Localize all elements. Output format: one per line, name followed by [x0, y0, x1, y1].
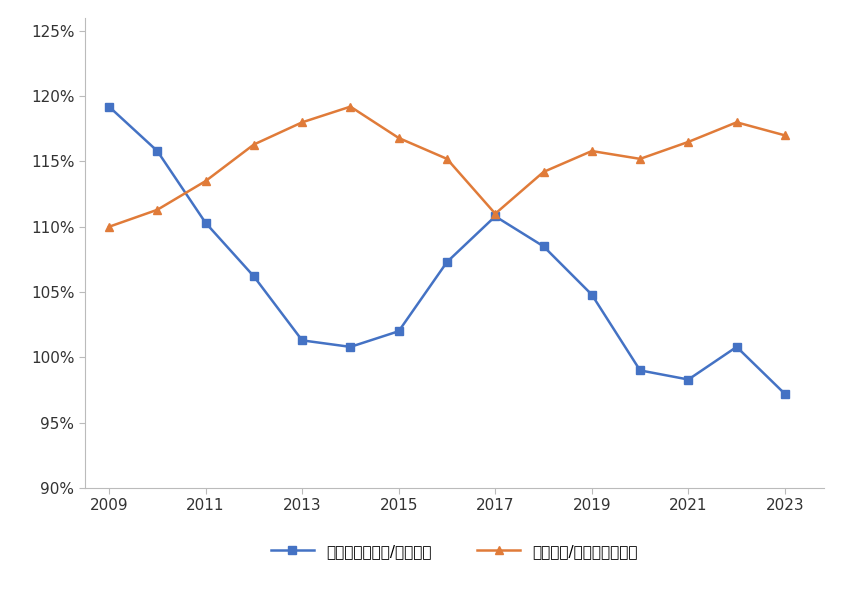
全球从中国进口/海关出口 — [152, 148, 162, 155]
海关进口/全球向中国出口 — [346, 103, 356, 110]
全球从中国进口/海关出口 — [780, 390, 790, 397]
全球从中国进口/海关出口 — [346, 343, 356, 350]
海关进口/全球向中国出口 — [441, 155, 452, 162]
全球从中国进口/海关出口 — [441, 258, 452, 265]
全球从中国进口/海关出口 — [732, 343, 742, 350]
全球从中国进口/海关出口 — [297, 337, 307, 344]
Line: 全球从中国进口/海关出口: 全球从中国进口/海关出口 — [105, 102, 789, 398]
海关进口/全球向中国出口 — [780, 132, 790, 139]
全球从中国进口/海关出口 — [104, 103, 114, 110]
Line: 海关进口/全球向中国出口: 海关进口/全球向中国出口 — [105, 102, 789, 231]
海关进口/全球向中国出口 — [152, 206, 162, 214]
全球从中国进口/海关出口 — [394, 328, 404, 335]
海关进口/全球向中国出口 — [732, 119, 742, 126]
全球从中国进口/海关出口 — [683, 376, 694, 383]
海关进口/全球向中国出口 — [587, 148, 597, 155]
Legend: 全球从中国进口/海关出口, 海关进口/全球向中国出口: 全球从中国进口/海关出口, 海关进口/全球向中国出口 — [265, 537, 644, 565]
海关进口/全球向中国出口 — [200, 177, 211, 184]
海关进口/全球向中国出口 — [538, 168, 548, 176]
全球从中国进口/海关出口 — [249, 273, 259, 280]
海关进口/全球向中国出口 — [635, 155, 645, 162]
海关进口/全球向中国出口 — [683, 138, 694, 145]
全球从中国进口/海关出口 — [635, 367, 645, 374]
海关进口/全球向中国出口 — [394, 134, 404, 142]
海关进口/全球向中国出口 — [297, 119, 307, 126]
全球从中国进口/海关出口 — [587, 291, 597, 298]
全球从中国进口/海关出口 — [490, 213, 500, 220]
全球从中国进口/海关出口 — [538, 243, 548, 250]
海关进口/全球向中国出口 — [104, 223, 114, 230]
全球从中国进口/海关出口 — [200, 220, 211, 227]
海关进口/全球向中国出口 — [490, 210, 500, 217]
海关进口/全球向中国出口 — [249, 141, 259, 148]
